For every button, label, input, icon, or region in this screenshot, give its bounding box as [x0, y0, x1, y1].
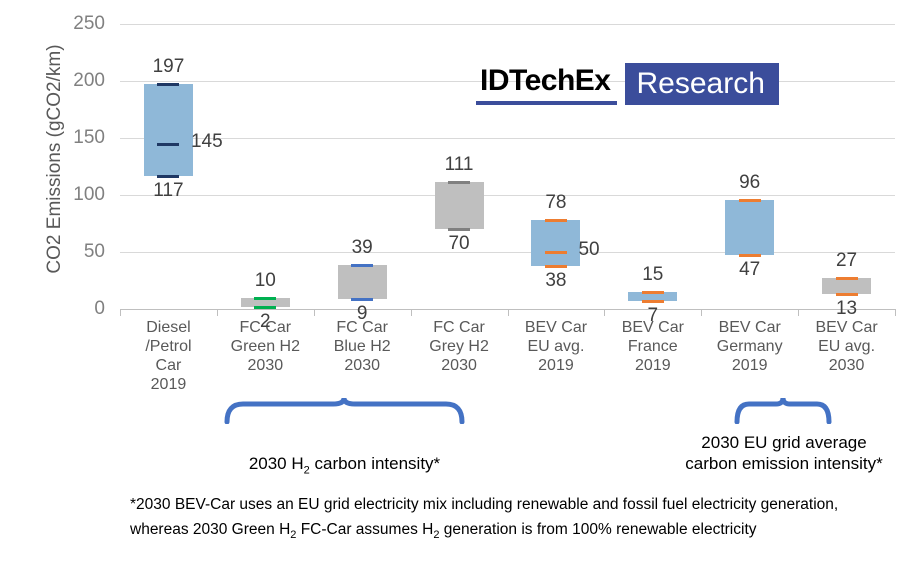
gridline	[120, 195, 895, 196]
bar-1[interactable]	[240, 297, 290, 307]
low-marker-0	[157, 174, 180, 178]
y-axis-tick-label: 200	[73, 70, 105, 91]
bar-0[interactable]	[143, 84, 193, 176]
data-label-high-2: 39	[351, 236, 373, 258]
low-marker-3	[448, 228, 471, 232]
brace-left-label-text: 2030 H2 carbon intensity*	[248, 454, 441, 477]
footnote-line-2-b: FC-Car assumes H	[296, 521, 434, 538]
x-axis-tick	[411, 309, 412, 316]
high-marker-4	[544, 219, 567, 223]
mid-marker-0	[157, 142, 180, 146]
x-axis-category-label-2: FC Car Blue H2 2030	[333, 319, 391, 374]
bar-4[interactable]	[531, 220, 581, 266]
bar-3[interactable]	[434, 182, 484, 230]
data-label-high-6: 96	[739, 171, 761, 193]
x-axis-tick	[508, 309, 509, 316]
bar-5[interactable]	[628, 291, 678, 301]
x-axis-category-label-7: BEV Car EU avg. 2030	[815, 319, 878, 374]
footnote-line-2-a: whereas 2030 Green H	[130, 521, 291, 538]
x-axis-category-label-6: BEV Car Germany 2019	[716, 319, 783, 374]
logo-brand-text: IDTechEx	[476, 63, 617, 105]
gridline	[120, 81, 895, 82]
y-axis-tick-label: 150	[73, 127, 105, 148]
high-marker-6	[738, 198, 761, 202]
x-axis-tick	[314, 309, 315, 316]
y-axis-title: CO2 Emissions (gCO2/km)	[44, 44, 65, 274]
gridline	[120, 252, 895, 253]
idtechex-research-logo: IDTechEx Research	[476, 63, 779, 105]
low-marker-1	[254, 305, 277, 309]
data-label-low-2: 9	[356, 302, 368, 324]
data-label-high-3: 111	[444, 154, 474, 176]
bar-7[interactable]	[822, 278, 872, 295]
brace-h2-carbon-intensity	[222, 398, 467, 424]
y-axis-tick-label: 50	[83, 241, 105, 262]
high-marker-5	[641, 290, 664, 294]
low-marker-4	[544, 264, 567, 268]
x-axis-tick	[217, 309, 218, 316]
x-axis-tick	[798, 309, 799, 316]
high-marker-0	[157, 83, 180, 87]
bar-2[interactable]	[337, 264, 387, 299]
data-label-low-5: 7	[647, 305, 659, 327]
low-marker-5	[641, 300, 664, 304]
low-marker-6	[738, 254, 761, 258]
data-label-low-1: 2	[260, 310, 271, 332]
logo-product-text: Research	[624, 63, 779, 105]
x-axis-tick	[895, 309, 896, 316]
y-axis-tick-label: 0	[94, 298, 105, 319]
data-label-low-4: 38	[545, 269, 567, 291]
data-label-low-3: 70	[448, 233, 470, 255]
footnote-line-2-c: generation is from 100% renewable electr…	[439, 521, 757, 538]
data-label-high-0: 197	[152, 56, 185, 78]
gridline	[120, 138, 895, 139]
x-axis-tick	[120, 309, 121, 316]
footnote-line-2: whereas 2030 Green H2 FC-Car assumes H2 …	[130, 517, 890, 548]
low-marker-7	[835, 293, 858, 297]
data-label-mid-0: 145	[190, 130, 223, 152]
high-marker-7	[835, 277, 858, 281]
gridline	[120, 24, 895, 25]
x-axis-tick	[701, 309, 702, 316]
mid-marker-4	[544, 251, 567, 254]
low-marker-2	[351, 297, 374, 301]
high-marker-3	[448, 181, 471, 185]
bar-6[interactable]	[725, 199, 775, 256]
brace-right-label: 2030 EU grid average carbon emission int…	[685, 433, 883, 473]
data-label-low-6: 47	[739, 259, 761, 281]
brace-eu-grid-intensity	[733, 398, 833, 424]
x-axis-category-label-1: FC Car Green H2 2030	[230, 319, 300, 374]
data-label-high-4: 78	[545, 192, 567, 214]
data-label-high-1: 10	[254, 269, 276, 291]
footnote-line-1: *2030 BEV-Car uses an EU grid electricit…	[130, 496, 839, 513]
brace-left-label: 2030 H2 carbon intensity*	[222, 432, 467, 481]
y-axis-tick-label: 100	[73, 184, 105, 205]
x-axis-category-label-0: Diesel /Petrol Car 2019	[145, 319, 192, 393]
x-axis-category-label-3: FC Car Grey H2 2030	[429, 319, 489, 374]
data-label-high-5: 15	[642, 263, 664, 285]
footnote: *2030 BEV-Car uses an EU grid electricit…	[130, 492, 890, 548]
y-axis-tick-label: 250	[73, 13, 105, 34]
plot-area	[120, 24, 895, 310]
data-label-high-7: 27	[835, 250, 858, 272]
x-axis-tick	[604, 309, 605, 316]
x-axis-category-label-4: BEV Car EU avg. 2019	[524, 319, 588, 374]
data-label-mid-4: 50	[578, 239, 600, 260]
x-axis-line	[120, 309, 896, 316]
x-axis-category-label-5: BEV Car France 2019	[621, 319, 684, 374]
footnote-sub-1: 2	[290, 529, 297, 542]
high-marker-1	[254, 296, 277, 300]
data-label-low-7: 13	[835, 298, 858, 320]
data-label-low-0: 117	[153, 179, 184, 201]
high-marker-2	[351, 263, 374, 267]
footnote-sub-2: 2	[433, 529, 440, 542]
